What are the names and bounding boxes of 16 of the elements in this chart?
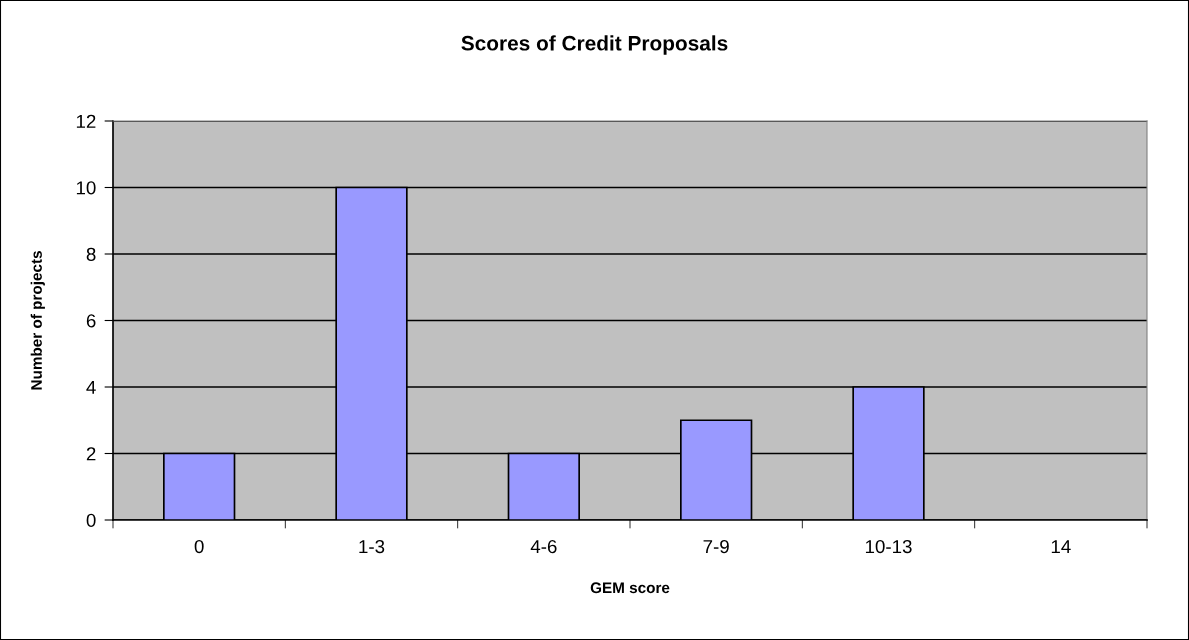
x-tick-label: 14 [1051, 540, 1071, 554]
x-axis-title: GEM score [590, 582, 670, 594]
y-tick-label: 0 [86, 513, 96, 527]
chart-title: Scores of Credit Proposals [461, 35, 728, 55]
y-tick-label: 6 [86, 314, 96, 328]
x-tick-label: 4-6 [530, 539, 557, 554]
x-tick-label: 10-13 [865, 539, 912, 554]
y-tick-label: 10 [76, 181, 96, 195]
x-tick-label: 0 [194, 539, 204, 554]
y-tick-label: 8 [86, 247, 96, 261]
y-tick-label: 2 [86, 447, 96, 461]
x-tick-label: 1-3 [359, 539, 385, 554]
y-tick-label: 12 [76, 114, 96, 128]
y-axis-title: Number of projects [30, 251, 45, 390]
x-tick-label: 7-9 [703, 539, 729, 554]
y-tick-label: 4 [86, 380, 96, 394]
